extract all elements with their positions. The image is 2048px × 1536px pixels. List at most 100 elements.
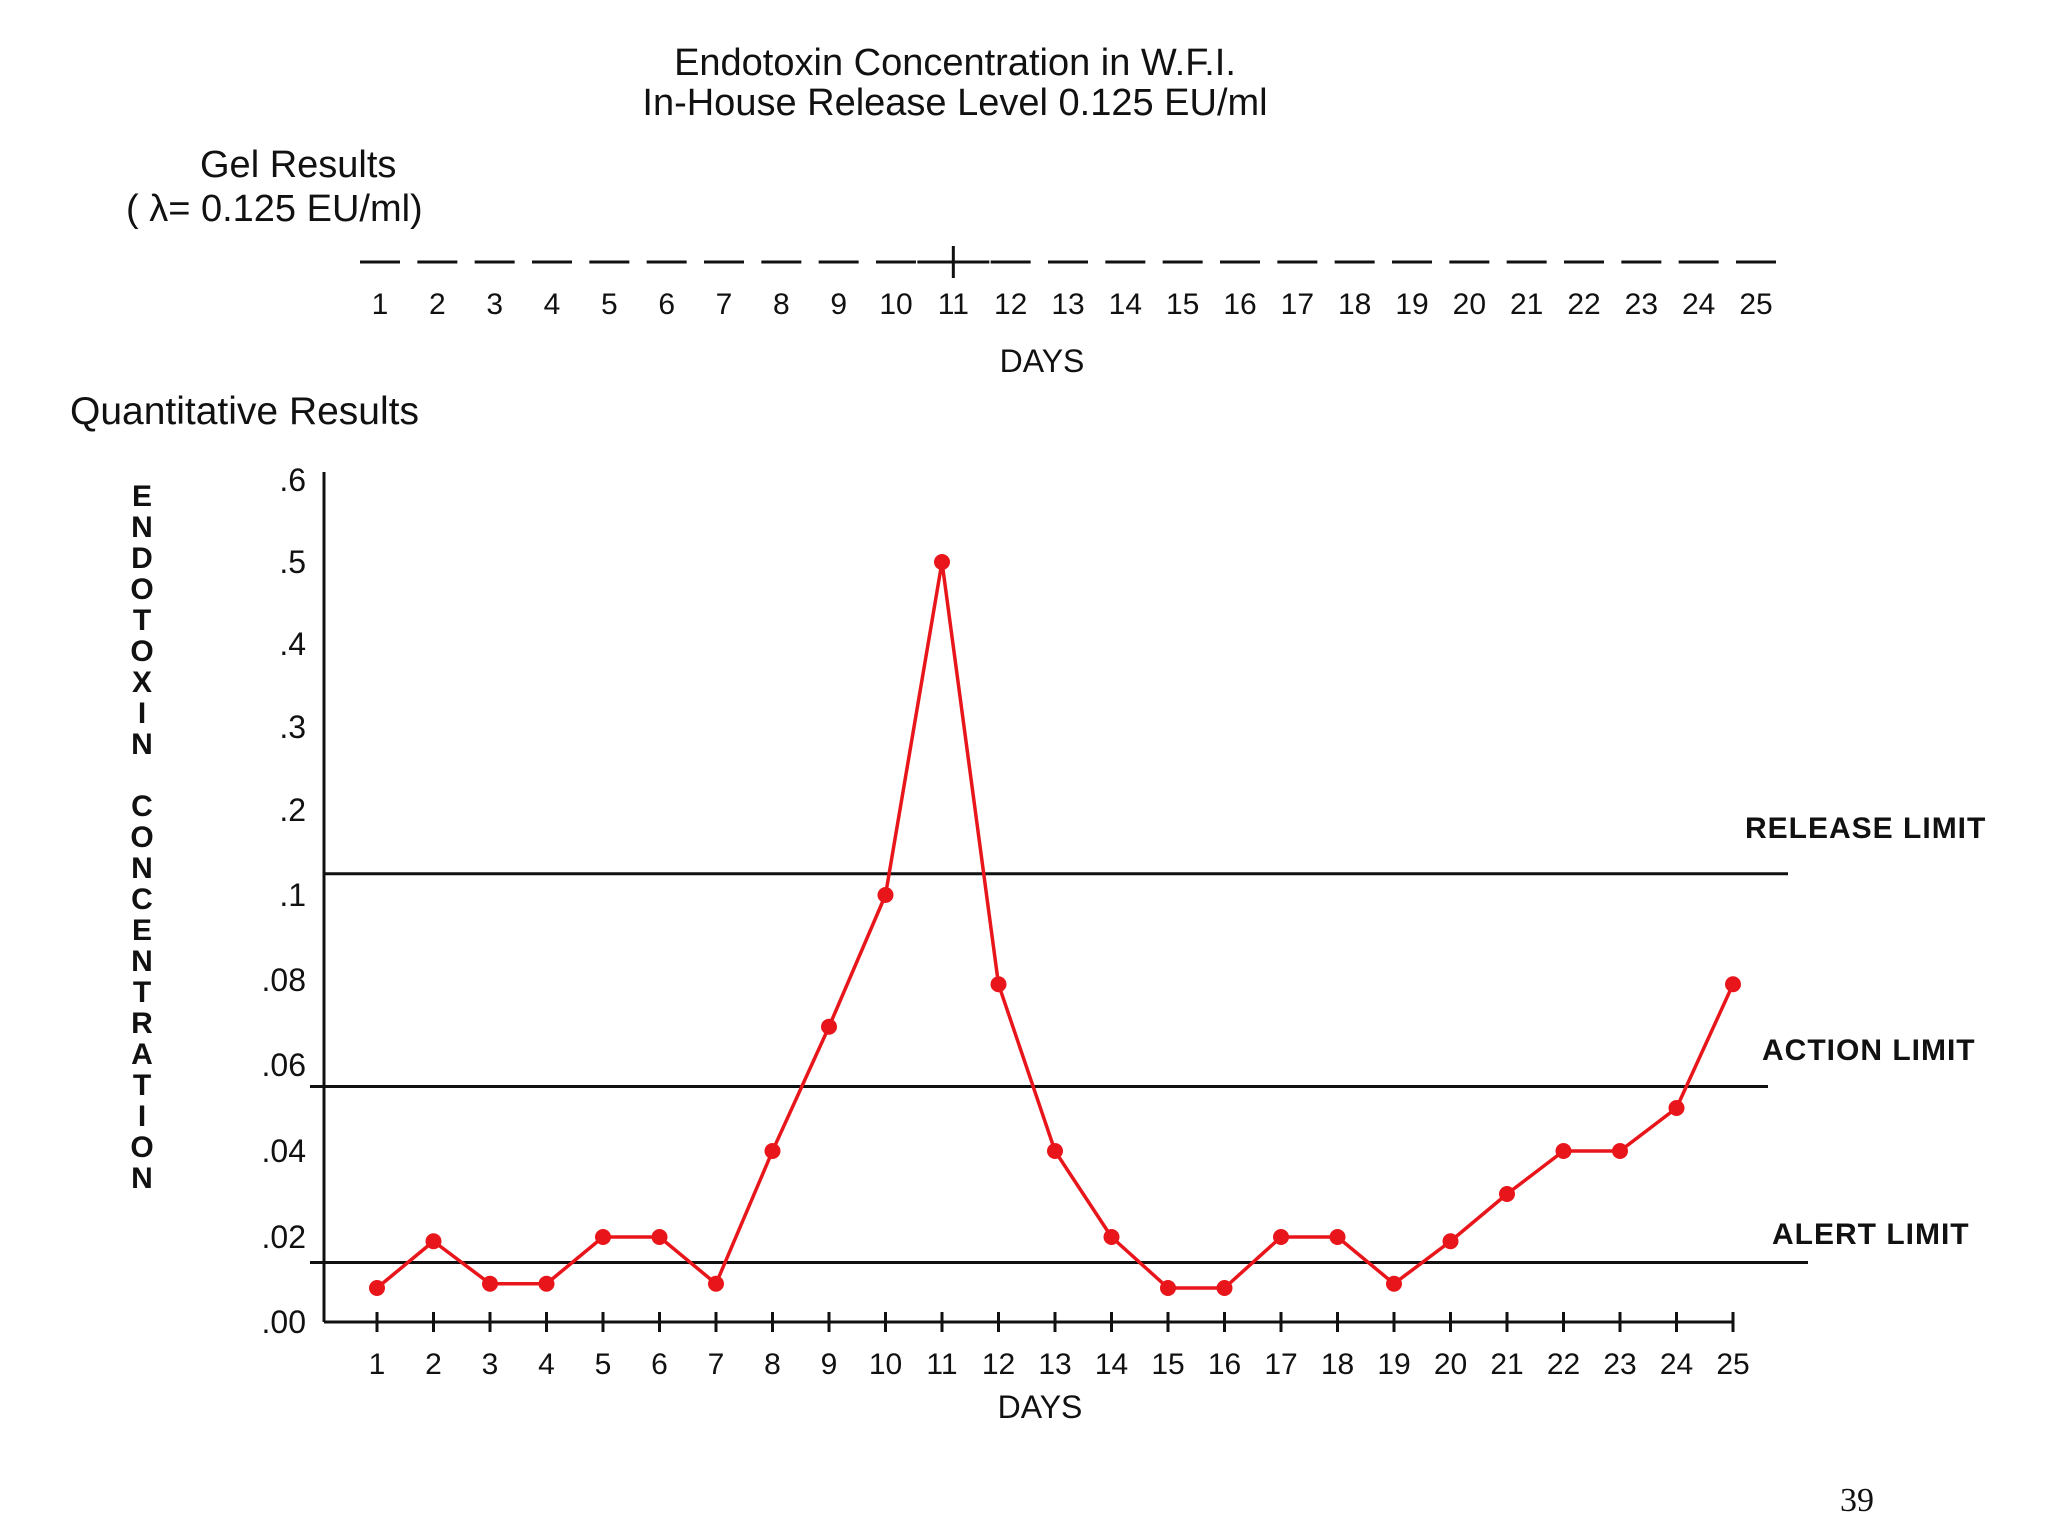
gel-day-label: 19 (1395, 288, 1428, 321)
series-line (375, 560, 1735, 1290)
release-limit-label: RELEASE LIMIT (1745, 812, 1986, 845)
gel-results-strip: 1 2 3 4 5 6 7 8 9 10 11 12 13 14 15 16 17 18 19 20 21 22 23 24 2… (360, 246, 1776, 379)
gel-day-label: 7 (716, 288, 733, 321)
y-axis-title-letter: O (130, 573, 153, 606)
x-tick-label: 5 (595, 1348, 612, 1381)
gel-day-label: 2 (429, 288, 446, 321)
y-axis-title-letter: A (131, 1038, 153, 1071)
gel-day-label: 16 (1223, 288, 1256, 321)
y-tick-label: .6 (279, 462, 306, 498)
x-tick-label: 16 (1208, 1348, 1241, 1381)
x-tick-label: 3 (482, 1348, 499, 1381)
x-tick-label: 7 (708, 1348, 725, 1381)
data-point (1668, 1100, 1685, 1116)
y-tick-label: .2 (279, 792, 306, 828)
y-tick-label: .04 (262, 1133, 306, 1169)
x-tick-label: 8 (764, 1348, 781, 1381)
y-axis-title-letter: N (131, 945, 153, 978)
data-point (934, 554, 950, 570)
data-point (1725, 976, 1741, 993)
y-axis-title-letter: N (131, 511, 153, 544)
data-point (651, 1229, 668, 1245)
y-tick-label: .06 (262, 1047, 306, 1083)
gel-day-label: 1 (372, 288, 389, 321)
x-tick-label: 12 (982, 1348, 1015, 1381)
data-point (1386, 1275, 1402, 1292)
gel-day-label: 17 (1281, 288, 1314, 321)
gel-day-label: 18 (1338, 288, 1371, 321)
x-tick-label: 17 (1264, 1348, 1297, 1381)
gel-day-label: 14 (1109, 288, 1142, 321)
x-tick-label: 24 (1660, 1348, 1693, 1381)
gel-day-label: 11 (938, 288, 969, 321)
gel-lambda-label: ( λ= 0.125 EU/ml) (126, 188, 423, 230)
y-axis-title-letter: T (133, 604, 151, 637)
y-tick-label: .08 (262, 962, 306, 998)
data-point (1612, 1143, 1628, 1159)
gel-day-label: 9 (830, 288, 847, 321)
x-tick-label: 4 (538, 1348, 555, 1381)
y-tick-label: .00 (262, 1304, 306, 1340)
data-point (482, 1275, 498, 1292)
y-axis-title-letter: E (132, 480, 152, 513)
y-axis-title-letter: X (132, 666, 152, 699)
y-axis-title-letter: R (131, 1007, 153, 1040)
gel-day-label: 8 (773, 288, 790, 321)
action-limit-label: ACTION LIMIT (1762, 1034, 1976, 1067)
x-tick-label: 21 (1490, 1348, 1523, 1381)
data-point (1555, 1143, 1572, 1159)
x-tick-label: 10 (869, 1348, 902, 1381)
y-axis-title-letter: I (138, 697, 146, 730)
data-point (990, 976, 1007, 993)
gel-day-label: 12 (994, 288, 1027, 321)
data-point (877, 887, 894, 903)
y-axis-title-letter: C (131, 790, 153, 823)
x-tick-label: 2 (425, 1348, 442, 1381)
x-tick-label: 19 (1377, 1348, 1410, 1381)
gel-day-label: 21 (1510, 288, 1543, 321)
x-tick-label: 23 (1603, 1348, 1636, 1381)
data-point (764, 1143, 781, 1159)
gel-day-label: 24 (1682, 288, 1715, 321)
y-axis-title-letter: O (130, 1131, 153, 1164)
data-point (1103, 1229, 1120, 1245)
data-point (595, 1229, 611, 1245)
y-tick-label: .4 (279, 626, 306, 662)
data-point (1160, 1280, 1176, 1296)
y-tick-label: .02 (262, 1219, 306, 1255)
chart-title-line-1: Endotoxin Concentration in W.F.I. (674, 42, 1236, 84)
y-axis-title-letter: N (131, 728, 153, 761)
y-axis-title-letter: N (131, 852, 153, 885)
chart-title-line-2: In-House Release Level 0.125 EU/ml (642, 82, 1268, 124)
x-tick-label: 20 (1434, 1348, 1467, 1381)
data-point (425, 1233, 442, 1250)
x-tick-label: 25 (1716, 1348, 1749, 1381)
quantitative-results-title: Quantitative Results (70, 390, 420, 433)
y-axis-title-letter: O (130, 821, 153, 854)
data-point (538, 1275, 555, 1292)
y-axis-title-letter: D (131, 542, 153, 575)
x-tick-label: 18 (1321, 1348, 1354, 1381)
y-axis-title-letter: O (130, 635, 153, 668)
data-point (1329, 1229, 1346, 1245)
y-axis-title-letter: C (131, 883, 153, 916)
y-axis-title-letter: T (133, 1069, 151, 1102)
data-point (1216, 1280, 1233, 1296)
y-axis-title-letter: I (138, 1100, 146, 1133)
gel-day-label: 15 (1166, 288, 1199, 321)
gel-day-label: 20 (1453, 288, 1486, 321)
y-axis-title-letter: T (133, 976, 151, 1009)
gel-day-label: 6 (658, 288, 675, 321)
x-axis-title: DAYS (998, 1389, 1083, 1425)
gel-day-label: 3 (486, 288, 503, 321)
y-axis-title-letter: N (131, 1162, 153, 1195)
alert-limit-label: ALERT LIMIT (1772, 1218, 1970, 1251)
x-tick-label: 11 (926, 1348, 957, 1381)
x-tick-label: 13 (1038, 1348, 1071, 1381)
data-point (1499, 1186, 1515, 1202)
y-axis-title-letter: E (132, 914, 152, 947)
y-tick-label: .1 (279, 877, 306, 913)
data-point (1273, 1229, 1289, 1245)
data-point (1047, 1143, 1063, 1159)
